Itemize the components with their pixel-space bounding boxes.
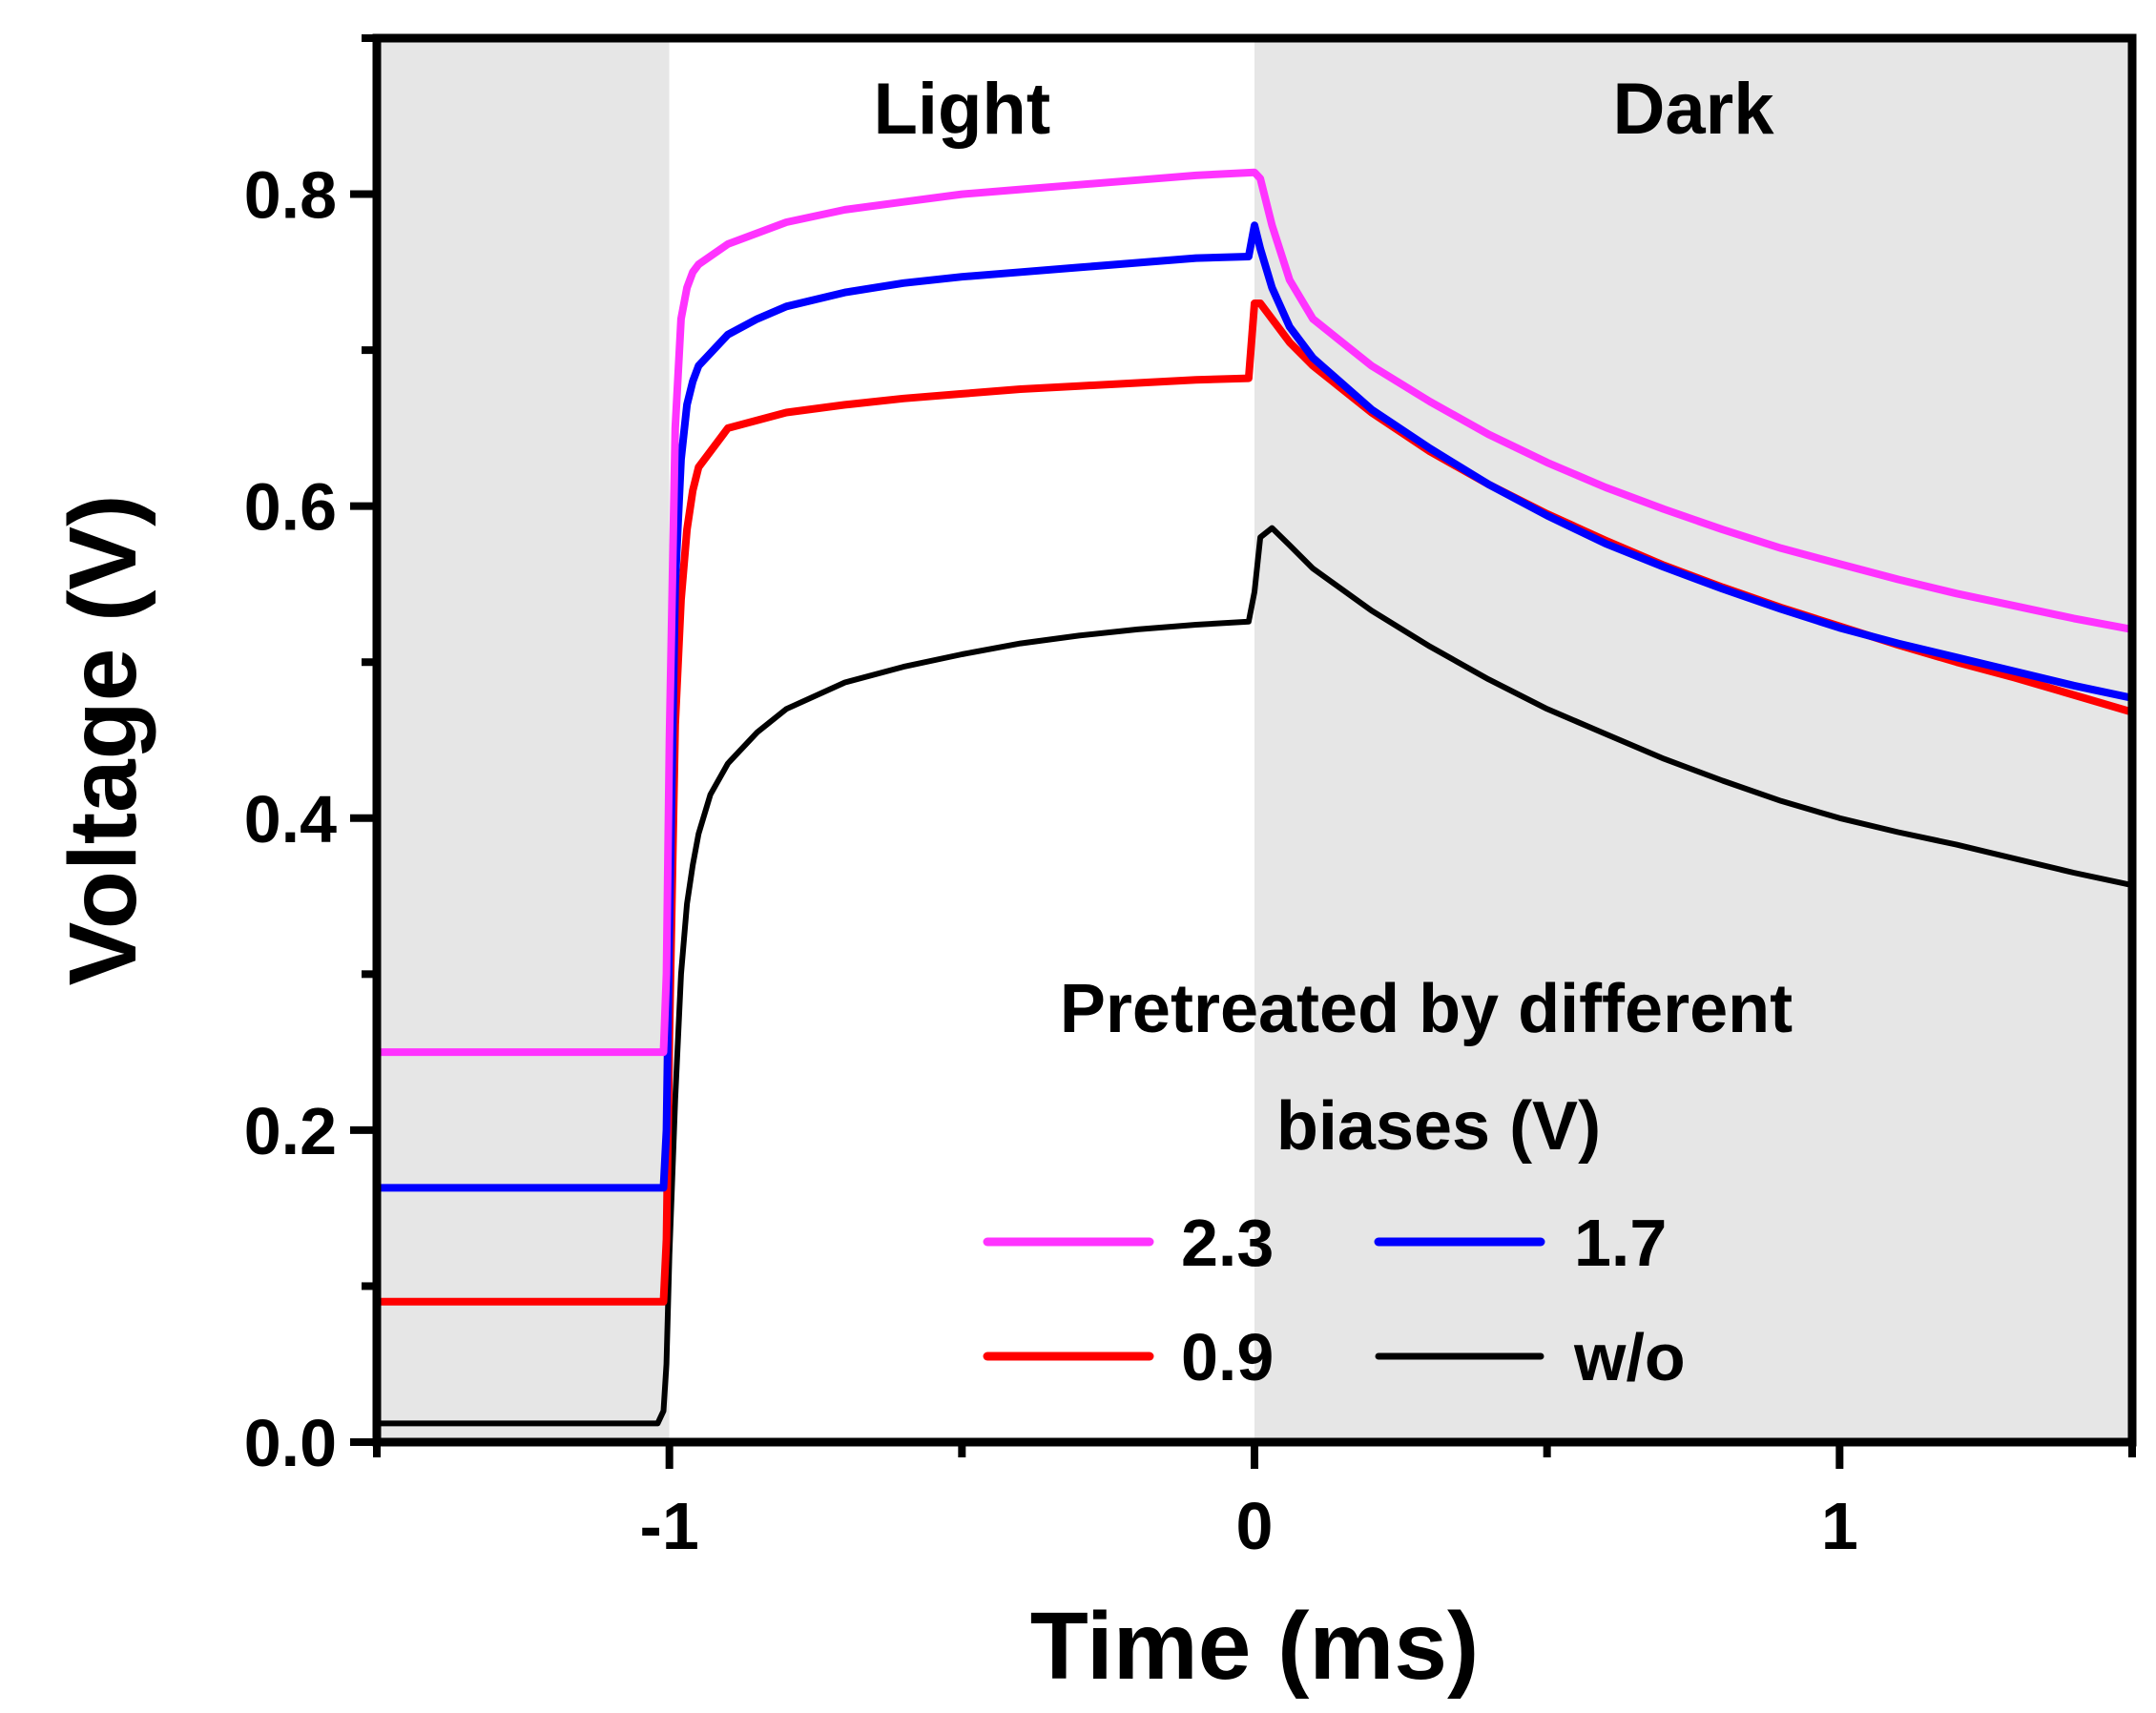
x-tick-label: 0 [1236,1489,1274,1563]
legend-label-0-9: 0.9 [1181,1320,1274,1394]
series-lines [373,168,2136,1427]
y-tick-label: 0.8 [244,158,337,233]
x-axis: -1 0 1 [373,1442,2136,1563]
legend-title-line-2: biases (V) [1276,1088,1601,1165]
y-axis-title: Voltage (V) [50,495,156,986]
region-pre [377,38,670,1442]
x-tick-label: -1 [640,1489,699,1563]
legend-label-2-3: 2.3 [1181,1206,1274,1280]
y-tick-label: 0.2 [244,1094,337,1168]
x-tick-label: 1 [1821,1489,1858,1563]
plot-regions [377,38,2132,1442]
legend-label-w-o: w/o [1573,1320,1686,1394]
y-tick-label: 0.6 [244,470,337,545]
series-line-1-7 [373,221,2136,1192]
legend-entries: 2.3 1.7 0.9 w/o [983,1206,1686,1394]
region-dark [1254,38,2132,1442]
region-labels: Light Dark [873,69,1774,150]
region-label-dark: Dark [1613,69,1775,150]
series-line-w-o [374,525,2135,1427]
series-line-2-3 [373,168,2136,1057]
region-light [669,38,1254,1442]
legend-label-1-7: 1.7 [1574,1206,1667,1280]
legend: Pretreated by different biases (V) 2.3 1.… [983,971,1793,1394]
x-axis-title: Time (ms) [1030,1593,1480,1700]
y-axis: 0.0 0.2 0.4 0.6 0.8 [244,34,377,1480]
y-tick-label: 0.4 [244,782,337,856]
y-tick-label: 0.0 [244,1406,337,1480]
region-label-light: Light [873,69,1050,150]
legend-title-line-1: Pretreated by different [1060,971,1793,1047]
